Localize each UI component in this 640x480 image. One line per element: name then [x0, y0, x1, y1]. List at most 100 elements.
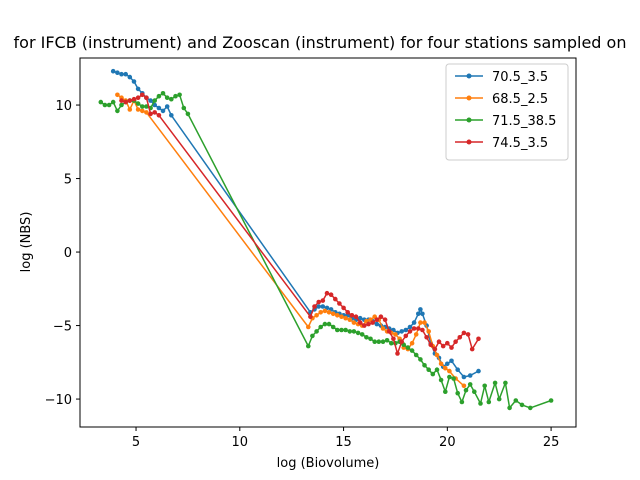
- legend-label: 70.5_3.5: [492, 70, 548, 85]
- data-point: [330, 324, 336, 330]
- data-point: [135, 101, 141, 106]
- data-point: [376, 339, 382, 345]
- data-point: [123, 71, 128, 77]
- data-point: [123, 99, 128, 105]
- data-point: [119, 102, 124, 108]
- data-point: [374, 317, 380, 323]
- data-point: [152, 98, 157, 103]
- data-point: [322, 321, 328, 327]
- x-axis: 5 10 15 20 25: [132, 427, 559, 450]
- data-point: [482, 383, 488, 389]
- data-point: [418, 307, 423, 312]
- data-point: [326, 321, 332, 327]
- data-point: [368, 336, 373, 342]
- data-point: [127, 74, 133, 80]
- data-point: [519, 402, 525, 408]
- data-point: [169, 113, 174, 118]
- data-point: [156, 105, 162, 111]
- data-point: [328, 292, 334, 298]
- data-point: [333, 296, 338, 302]
- legend-marker: [466, 139, 472, 145]
- data-point: [320, 304, 326, 309]
- data-point: [413, 332, 419, 337]
- data-point: [449, 358, 454, 364]
- data-point: [98, 99, 104, 105]
- data-point: [330, 311, 336, 317]
- data-point: [372, 339, 378, 345]
- legend-marker: [466, 73, 472, 79]
- data-point: [424, 335, 429, 340]
- y-tick-label: 0: [64, 246, 72, 261]
- data-point: [445, 340, 450, 346]
- data-point: [343, 315, 348, 321]
- data-point: [451, 376, 456, 381]
- data-point: [364, 335, 369, 340]
- data-point: [476, 336, 481, 342]
- data-point: [148, 111, 153, 117]
- data-point: [478, 401, 483, 406]
- data-point: [496, 396, 502, 402]
- data-point: [434, 367, 440, 373]
- data-point: [463, 387, 469, 393]
- plot-area: [98, 68, 554, 411]
- legend-item: 74.5_3.5: [455, 136, 548, 151]
- data-point: [391, 336, 396, 342]
- legend-label: 68.5_2.5: [492, 92, 548, 107]
- data-point: [449, 345, 454, 350]
- data-point: [127, 98, 133, 103]
- data-point: [115, 108, 120, 114]
- data-point: [316, 304, 322, 309]
- data-point: [426, 367, 432, 373]
- data-point: [353, 314, 359, 320]
- data-point: [135, 95, 141, 100]
- data-point: [469, 346, 475, 352]
- data-point: [339, 327, 344, 333]
- data-point: [131, 79, 137, 84]
- data-point: [169, 96, 174, 102]
- data-point: [135, 107, 141, 112]
- data-point: [185, 111, 191, 117]
- axes-frame: [79, 57, 577, 428]
- data-point: [467, 373, 473, 378]
- data-point: [335, 327, 340, 333]
- data-point: [432, 346, 438, 352]
- data-point: [322, 308, 328, 314]
- data-point: [384, 338, 390, 343]
- data-point: [382, 317, 388, 323]
- data-point: [447, 374, 452, 380]
- data-point: [115, 70, 120, 75]
- data-point: [416, 326, 421, 331]
- data-point: [428, 342, 434, 348]
- data-point: [507, 405, 512, 411]
- data-point: [395, 351, 400, 356]
- legend-label: 74.5_3.5: [492, 136, 548, 151]
- data-point: [399, 339, 405, 345]
- data-point: [326, 310, 332, 315]
- data-point: [409, 340, 415, 346]
- data-point: [459, 399, 465, 405]
- legend-marker: [466, 95, 472, 101]
- chart-title: for IFCB (instrument) and Zooscan (instr…: [14, 33, 627, 52]
- data-point: [339, 314, 344, 320]
- data-point: [347, 317, 353, 323]
- data-point: [445, 361, 450, 367]
- data-point: [430, 371, 436, 377]
- data-point: [345, 310, 351, 315]
- data-point: [405, 345, 411, 350]
- data-point: [411, 320, 417, 325]
- data-point: [181, 105, 187, 111]
- data-point: [443, 389, 448, 395]
- data-point: [370, 320, 375, 325]
- data-point: [160, 108, 166, 114]
- data-point: [461, 330, 467, 336]
- data-point: [399, 329, 405, 334]
- data-point: [106, 102, 112, 108]
- data-point: [306, 343, 311, 349]
- data-point: [341, 305, 346, 311]
- legend: 70.5_3.5 68.5_2.5 71.5_38.5 74.5_3.5: [445, 63, 569, 161]
- data-point: [411, 326, 417, 331]
- data-point: [422, 320, 427, 325]
- data-point: [476, 368, 481, 374]
- data-point: [347, 329, 353, 334]
